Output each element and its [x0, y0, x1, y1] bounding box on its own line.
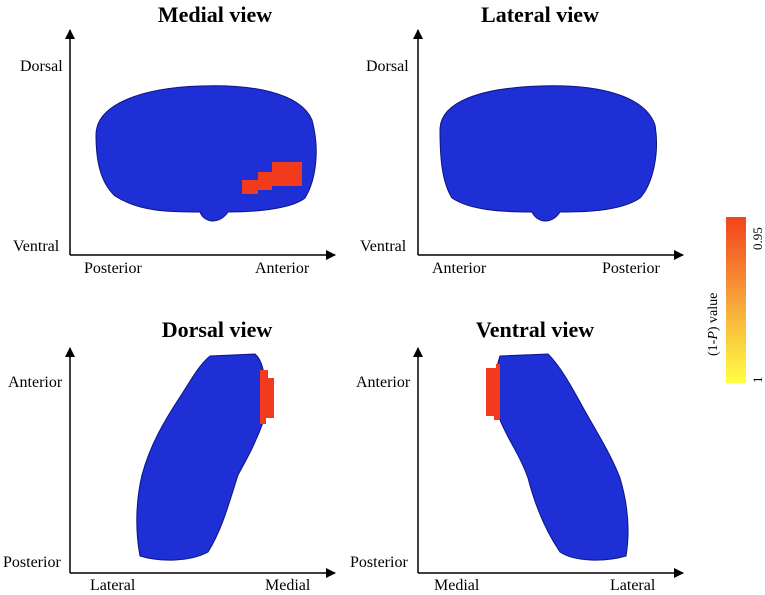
colorbar: [726, 217, 746, 383]
highlight-dorsal: [260, 370, 274, 424]
region-shape-medial: [95, 85, 317, 222]
medial-x-right-label: Anterior: [255, 260, 310, 277]
ventral-y-top-label: Anterior: [356, 374, 411, 391]
lateral-x-right-label: Posterior: [602, 260, 660, 277]
lateral-y-top-label: Dorsal: [366, 58, 409, 75]
dorsal-y-bottom-label: Posterior: [3, 554, 61, 571]
colorbar-title-prefix: (1-: [706, 339, 721, 356]
lateral-x-left-label: Anterior: [432, 260, 487, 277]
highlight-medial: [242, 162, 302, 194]
region-shape-lateral: [439, 85, 658, 222]
panel-medial-axes: [65, 29, 336, 260]
ventral-y-bottom-label: Posterior: [350, 554, 408, 571]
ventral-x-left-label: Medial: [434, 577, 480, 594]
panel-ventral-axes: [413, 347, 684, 578]
panel-dorsal-axes: [65, 347, 336, 578]
colorbar-title: (1-P) value: [706, 293, 722, 356]
dorsal-y-top-label: Anterior: [8, 374, 63, 391]
panel-title-dorsal: Dorsal view: [161, 317, 273, 342]
colorbar-title-var: P: [706, 331, 721, 340]
ventral-x-right-label: Lateral: [610, 577, 656, 594]
panel-title-lateral: Lateral view: [481, 2, 599, 27]
highlight-ventral: [486, 364, 500, 420]
colorbar-tick-top: 0.95: [750, 227, 765, 250]
medial-y-bottom-label: Ventral: [13, 238, 60, 255]
colorbar-title-suffix: ) value: [706, 292, 721, 332]
panel-title-medial: Medial view: [157, 2, 273, 27]
colorbar-tick-bottom: 1: [750, 376, 765, 384]
medial-x-left-label: Posterior: [84, 260, 142, 277]
dorsal-x-left-label: Lateral: [90, 577, 136, 594]
panel-title-ventral: Ventral view: [475, 317, 595, 342]
region-shape-dorsal: [136, 353, 267, 561]
lateral-y-bottom-label: Ventral: [360, 238, 407, 255]
medial-y-top-label: Dorsal: [20, 58, 63, 75]
region-shape-ventral: [495, 353, 629, 561]
panel-lateral-axes: [413, 29, 684, 260]
dorsal-x-right-label: Medial: [265, 577, 311, 594]
